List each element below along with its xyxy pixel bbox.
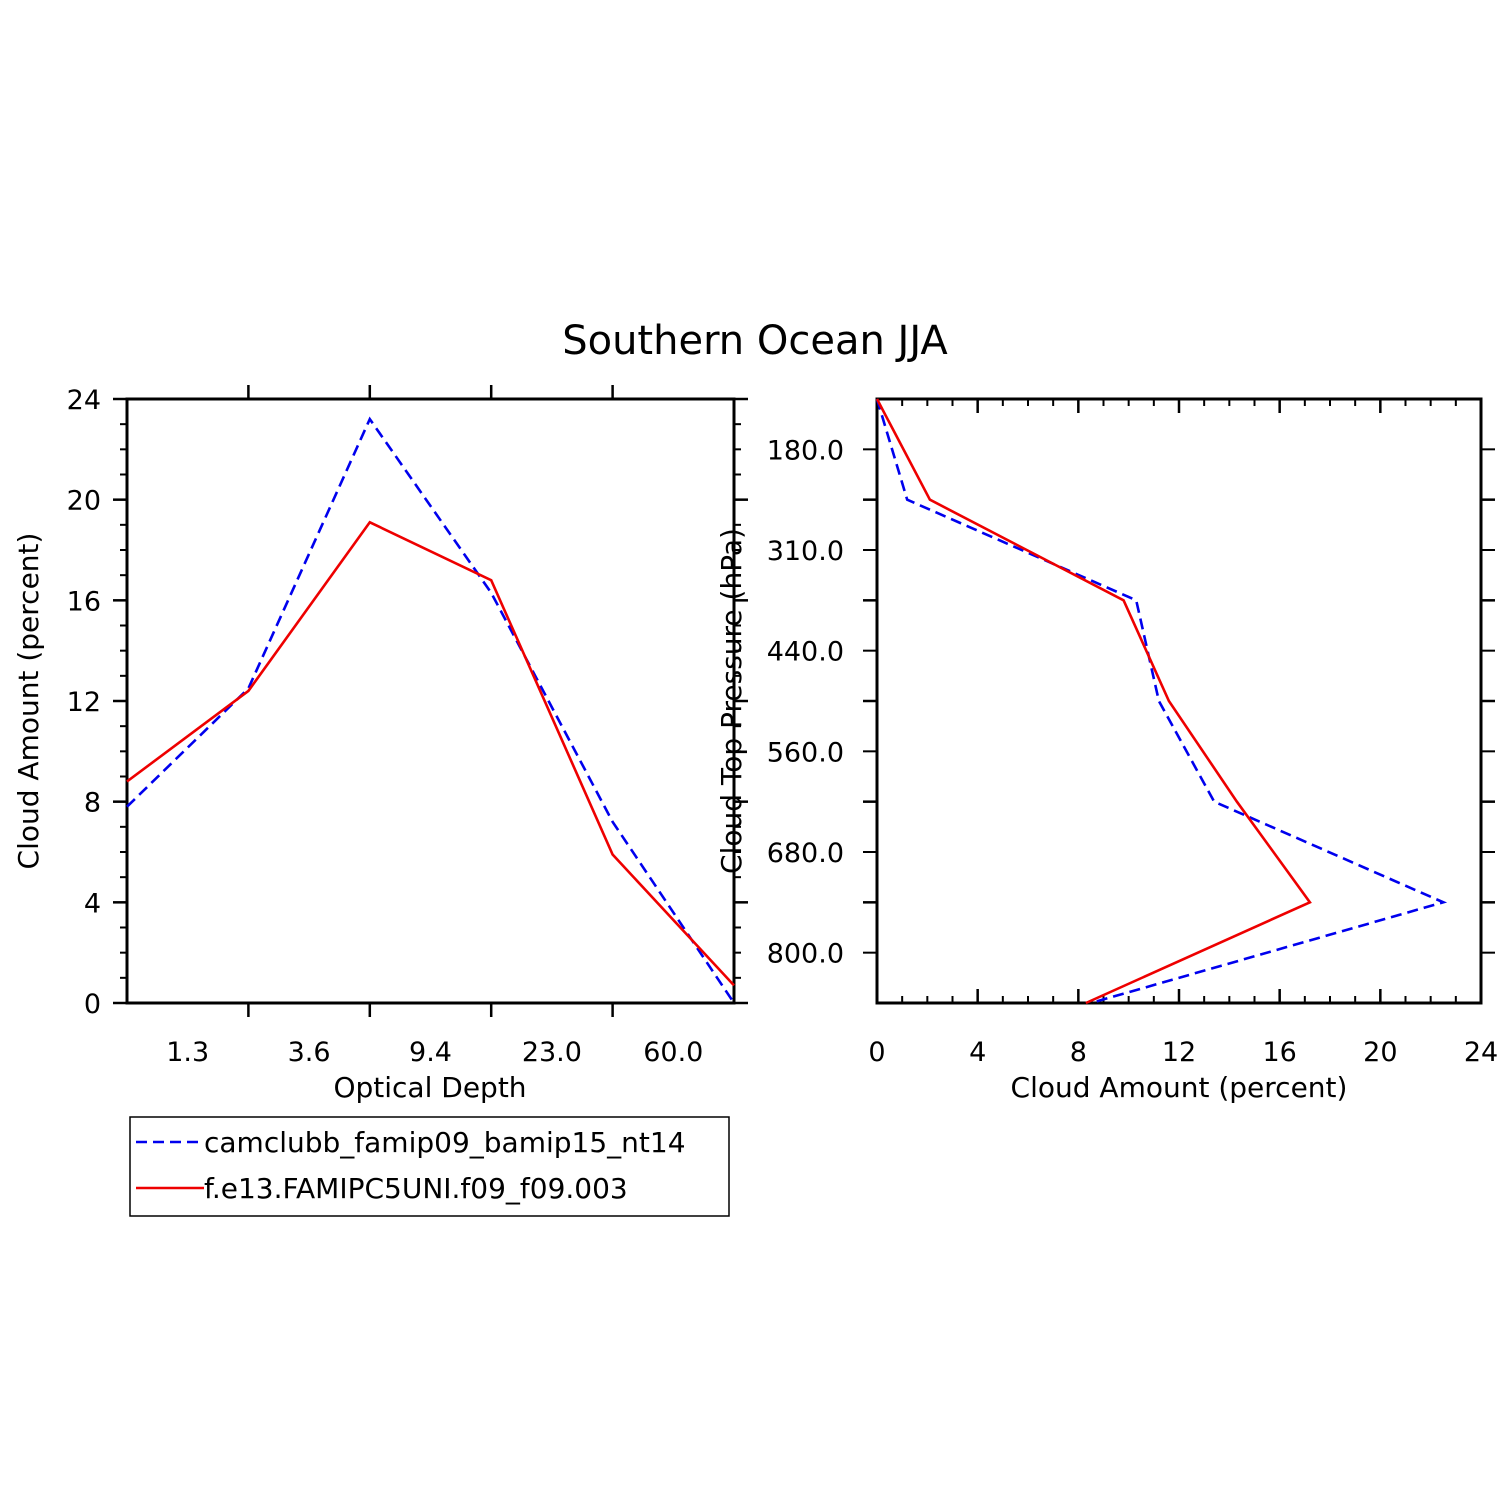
legend-box	[129, 1116, 730, 1217]
right-x-axis-label: Cloud Amount (percent)	[1011, 1071, 1348, 1104]
right-x-tick-label: 0	[868, 1037, 885, 1068]
right-x-tick-label: 24	[1464, 1037, 1498, 1068]
right-series-line-camclubb	[875, 398, 1448, 1005]
right-x-tick-label: 4	[969, 1037, 986, 1068]
left-y-tick-label: 4	[84, 888, 101, 919]
legend: camclubb_famip09_bamip15_nt14 f.e13.FAMI…	[129, 1116, 730, 1217]
right-plot-frame	[875, 397, 1483, 1005]
left-x-tick-label: 3.6	[288, 1037, 331, 1068]
right-x-tick-label: 20	[1363, 1037, 1397, 1068]
right-y-tick-label: 680.0	[767, 838, 844, 869]
right-panel-cloud-top-pressure: 0 4 8 12 16 20 24 180.0 310.0 440.0 560.0 680.0 800.…	[715, 397, 1498, 1104]
left-y-tick-label: 8	[84, 788, 101, 819]
legend-label-camclubb: camclubb_famip09_bamip15_nt14	[204, 1126, 686, 1159]
left-ticks: 0 4 8 12 16 20 24 1.3 3.6 9.4 23.0 60.0	[67, 385, 748, 1068]
left-x-tick-label: 9.4	[409, 1037, 452, 1068]
left-x-tick-label: 60.0	[643, 1037, 703, 1068]
left-panel-optical-depth: 0 4 8 12 16 20 24 1.3 3.6 9.4 23.0 60.0 Optical Dep…	[12, 385, 748, 1104]
left-series-line-fe13	[126, 520, 735, 987]
right-y-tick-label: 180.0	[767, 435, 844, 466]
left-y-tick-label: 16	[67, 586, 101, 617]
right-series	[875, 398, 1448, 1005]
left-y-tick-label: 0	[84, 989, 101, 1020]
right-ticks: 0 4 8 12 16 20 24 180.0 310.0 440.0 560.0 680.0 800.…	[767, 399, 1498, 1068]
left-x-axis-label: Optical Depth	[333, 1071, 526, 1104]
legend-label-fe13: f.e13.FAMIPC5UNI.f09_f09.003	[204, 1172, 628, 1205]
right-y-tick-label: 440.0	[767, 637, 844, 668]
right-y-tick-label: 310.0	[767, 536, 844, 567]
right-x-tick-label: 12	[1162, 1037, 1196, 1068]
right-series-line-fe13	[875, 398, 1312, 1005]
left-plot-frame	[125, 397, 736, 1005]
right-y-tick-label: 560.0	[767, 737, 844, 768]
chart-title: Southern Ocean JJA	[562, 318, 948, 364]
left-x-tick-label: 1.3	[166, 1037, 209, 1068]
left-y-tick-label: 20	[67, 486, 101, 517]
right-y-tick-label: 800.0	[767, 939, 844, 970]
left-y-tick-label: 24	[67, 385, 101, 416]
right-x-tick-label: 16	[1262, 1037, 1296, 1068]
right-y-axis-label: Cloud Top Pressure (hPa)	[715, 528, 748, 874]
left-x-tick-label: 23.0	[522, 1037, 582, 1068]
right-x-tick-label: 8	[1070, 1037, 1087, 1068]
left-series-line-camclubb	[126, 416, 736, 1004]
left-y-tick-label: 12	[67, 687, 101, 718]
left-y-axis-label: Cloud Amount (percent)	[12, 533, 45, 870]
left-series	[126, 416, 736, 1004]
